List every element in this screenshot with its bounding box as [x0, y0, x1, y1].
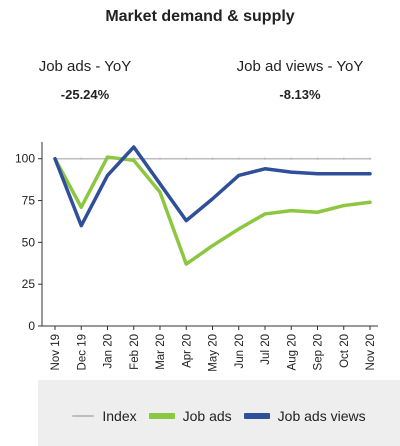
x-tick-label: Aug 20 — [286, 334, 298, 370]
x-tick-label: Oct 20 — [339, 334, 351, 368]
data-point-index — [185, 157, 188, 160]
legend-label-job-ads-views: Job ads views — [277, 408, 366, 424]
data-point-job-ads-views — [185, 219, 188, 222]
kpi-job-ads: Job ads - YoY -25.24% — [0, 58, 175, 102]
legend-item-job-ads-views[interactable]: Job ads views — [243, 408, 366, 424]
x-tick-label: Jun 20 — [234, 334, 246, 369]
x-tick-label: Sep 20 — [313, 334, 325, 370]
data-point-index — [158, 157, 162, 160]
legend-item-index[interactable]: Index — [72, 408, 137, 424]
data-point-job-ads-views — [290, 170, 293, 174]
data-point-job-ads-views — [132, 145, 135, 149]
kpi-job-ad-views: Job ad views - YoY -8.13% — [210, 58, 390, 102]
kpi-job-ads-value: -25.24% — [60, 87, 110, 102]
data-point-job-ads — [185, 262, 188, 266]
data-point-job-ads — [211, 244, 214, 247]
legend-swatch-index — [72, 415, 95, 417]
data-point-job-ads-views — [342, 172, 345, 175]
kpi-job-ad-views-label: Job ad views - YoY — [236, 58, 364, 75]
chart-title: Market demand & supply — [105, 8, 295, 25]
y-axis-ticks: 0 25 50 75 100 — [15, 152, 42, 333]
x-tick-label: Apr 20 — [181, 334, 193, 368]
data-point-index — [368, 157, 372, 160]
data-point-job-ads-views — [80, 224, 83, 227]
data-point-job-ads-views — [211, 197, 214, 201]
data-point-index — [290, 157, 293, 160]
y-tick-label: 25 — [22, 277, 36, 291]
data-point-job-ads — [290, 209, 293, 212]
kpi-job-ads-label: Job ads - YoY — [38, 58, 132, 75]
data-point-job-ads-views — [263, 167, 267, 170]
x-tick-label: Nov 20 — [365, 334, 377, 370]
data-point-index — [263, 157, 267, 160]
legend-label-job-ads: Job ads — [182, 408, 232, 424]
data-point-job-ads — [342, 204, 345, 207]
data-point-index — [237, 157, 240, 160]
data-point-job-ads — [132, 159, 135, 162]
x-tick-label: Dec 19 — [76, 334, 88, 370]
data-point-job-ads — [368, 201, 372, 204]
data-point-index — [316, 157, 319, 160]
data-point-job-ads — [158, 190, 162, 194]
x-tick-label: Jan 20 — [103, 334, 115, 369]
legend-label-index: Index — [102, 408, 137, 424]
x-tick-label: Mar 20 — [155, 334, 167, 370]
data-point-job-ads-views — [316, 172, 319, 175]
y-tick-label: 50 — [22, 235, 36, 249]
data-point-job-ads — [106, 155, 109, 159]
data-point-job-ads-views — [53, 157, 57, 160]
data-point-job-ads-views — [237, 174, 240, 177]
x-axis-ticks: Nov 19 Dec 19 Jan 20 Feb 20 Mar 20 Apr 20 May … — [50, 326, 377, 372]
data-point-job-ads — [80, 206, 83, 209]
data-point-job-ads — [237, 227, 240, 231]
data-point-job-ads-views — [368, 172, 372, 175]
kpi-job-ad-views-value: -8.13% — [279, 87, 321, 102]
x-tick-label: May 20 — [208, 334, 220, 372]
data-point-job-ads-views — [158, 182, 162, 186]
data-point-index — [80, 157, 83, 160]
data-point-index — [211, 157, 214, 160]
legend-swatch-job-ads-views — [243, 413, 270, 419]
legend-swatch-job-ads — [148, 413, 175, 419]
y-tick-label: 0 — [28, 319, 35, 333]
x-tick-label: Feb 20 — [129, 334, 141, 370]
line-chart: 0 25 50 75 100 Nov 19 Dec 19 Jan 20 Feb 20 Mar 2… — [15, 142, 378, 372]
legend-item-job-ads[interactable]: Job ads — [148, 408, 232, 424]
data-point-job-ads — [316, 211, 319, 214]
legend-area: Index Job ads Job ads views — [38, 380, 400, 446]
data-point-job-ads-views — [106, 174, 109, 177]
series-lines — [53, 145, 372, 266]
x-tick-label: Nov 19 — [50, 334, 62, 370]
y-tick-label: 75 — [22, 194, 36, 208]
data-point-job-ads — [263, 212, 267, 216]
legend: Index Job ads Job ads views — [38, 406, 400, 426]
x-tick-label: Jul 20 — [260, 334, 272, 365]
data-point-index — [342, 157, 345, 160]
y-tick-label: 100 — [15, 152, 35, 166]
